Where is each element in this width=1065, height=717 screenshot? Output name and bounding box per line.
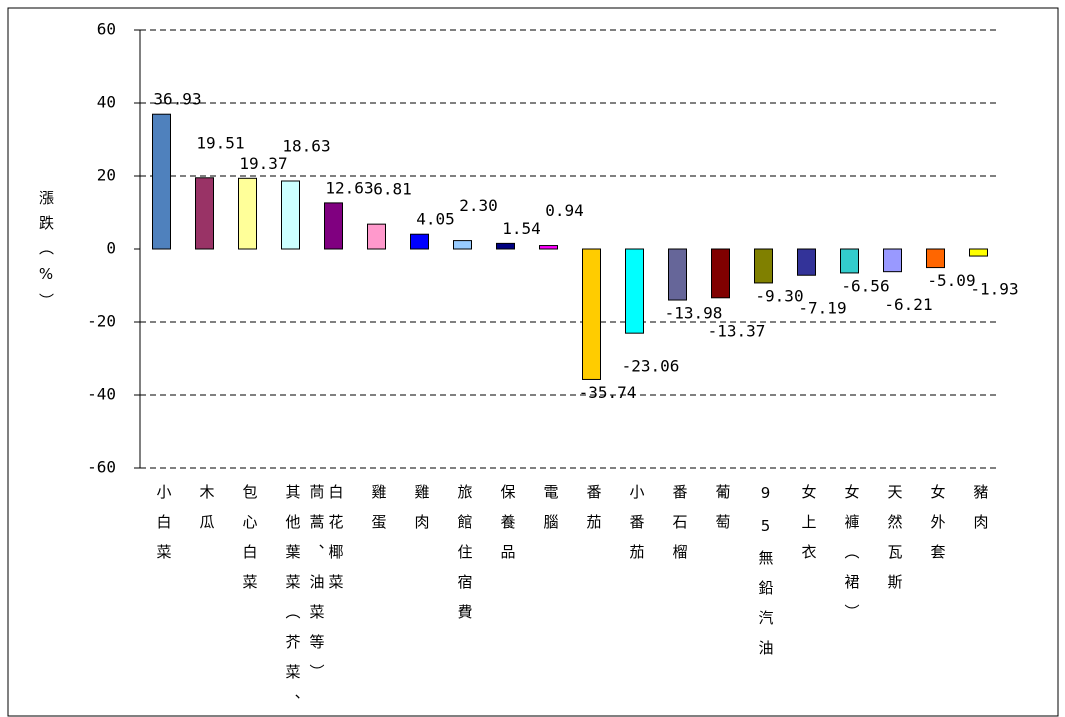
value-label: -1.93: [970, 280, 1018, 299]
value-label: -13.98: [665, 304, 723, 323]
x-tick-label: 木瓜: [197, 484, 216, 544]
y-axis-label: 漲跌（%）: [37, 190, 55, 318]
x-tick-label: 小白菜: [154, 484, 173, 574]
x-tick-label: 雞蛋: [369, 484, 388, 544]
value-label: -23.06: [622, 357, 680, 376]
value-label: -9.30: [755, 286, 803, 305]
value-label: -35.74: [579, 383, 637, 402]
bar: [969, 248, 988, 257]
y-tick-label: -20: [87, 312, 116, 331]
bar: [582, 248, 601, 380]
bar: [238, 177, 257, 250]
bar: [883, 248, 902, 273]
bar: [367, 223, 386, 250]
x-tick-label: 葡萄: [713, 484, 732, 544]
bar: [152, 113, 171, 250]
x-tick-label: 女外套: [928, 484, 947, 574]
value-label: 19.51: [196, 133, 244, 152]
frame: [7, 7, 1059, 717]
x-tick-label: 其他葉菜（芥菜、茼蒿、油菜等）: [283, 484, 326, 717]
x-tick-label: 雞肉: [412, 484, 431, 544]
value-label: 18.63: [282, 137, 330, 156]
x-tick-label: 電腦: [541, 484, 560, 544]
x-tick-label: 天然瓦斯: [885, 484, 904, 604]
bar: [625, 248, 644, 334]
value-label: 36.93: [153, 90, 201, 109]
y-tick-label: 40: [97, 93, 116, 112]
x-tick-label: 番石榴: [670, 484, 689, 574]
bar: [496, 242, 515, 250]
value-label: 1.54: [502, 219, 541, 238]
value-label: -7.19: [798, 299, 846, 318]
x-tick-label: 番茄: [584, 484, 603, 544]
value-label: -6.56: [841, 276, 889, 295]
value-label: 4.05: [416, 210, 455, 229]
value-label: 0.94: [545, 201, 584, 220]
y-tick-label: -40: [87, 385, 116, 404]
value-label: -5.09: [927, 271, 975, 290]
bar: [711, 248, 730, 299]
y-tick-label: -60: [87, 458, 116, 477]
bar: [324, 202, 343, 250]
value-label: -13.37: [708, 321, 766, 340]
x-tick-label: 豬肉: [971, 484, 990, 544]
y-tick-label: 60: [97, 20, 116, 39]
x-tick-label: 白花椰菜: [326, 484, 345, 604]
x-tick-label: 小番茄: [627, 484, 646, 574]
x-tick-label: 95無鉛汽油: [756, 484, 775, 670]
y-tick-label: 0: [106, 239, 116, 258]
bar: [840, 248, 859, 274]
bar: [668, 248, 687, 301]
x-tick-label: 女褲（裙）: [842, 484, 861, 634]
bar: [453, 240, 472, 250]
bar: [281, 180, 300, 250]
value-label: 19.37: [239, 154, 287, 173]
x-tick-label: 女上衣: [799, 484, 818, 574]
bar: [195, 177, 214, 250]
bar: [539, 245, 558, 250]
value-label: 2.30: [459, 196, 498, 215]
bar: [797, 248, 816, 276]
x-tick-label: 保養品: [498, 484, 517, 574]
x-tick-label: 旅館住宿費: [455, 484, 474, 634]
value-label: 12.63: [325, 178, 373, 197]
value-label: 6.81: [373, 180, 412, 199]
bar: [410, 233, 429, 250]
value-label: -6.21: [884, 295, 932, 314]
bar: [926, 248, 945, 269]
y-tick-label: 20: [97, 166, 116, 185]
bar: [754, 248, 773, 284]
x-tick-label: 包心白菜: [240, 484, 259, 604]
